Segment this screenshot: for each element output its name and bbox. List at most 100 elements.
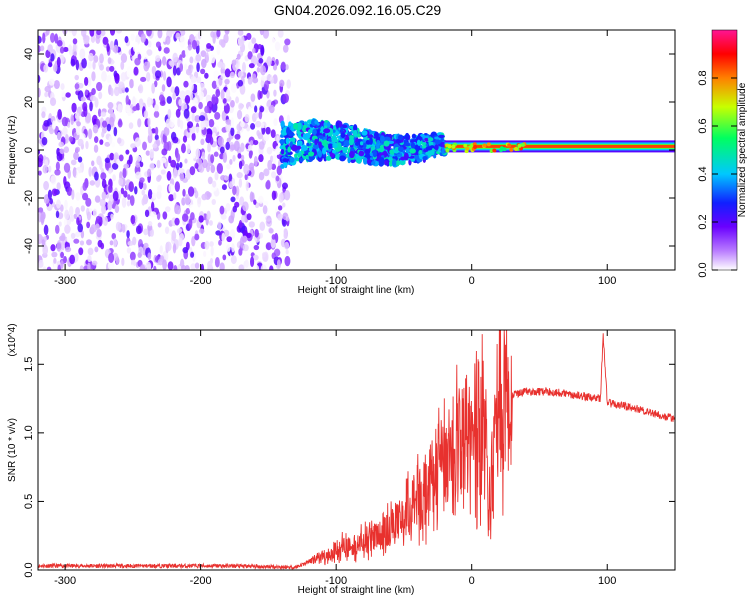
- spectrogram-cell: [87, 262, 91, 270]
- spectrogram-cell: [194, 115, 201, 123]
- spectrogram-cell: [392, 158, 397, 167]
- spectrogram-cell: [260, 122, 265, 129]
- spectrogram-cell: [208, 220, 213, 226]
- spectrogram-cell: [86, 239, 92, 246]
- spectrogram-cell: [68, 136, 73, 142]
- spectrogram-cell: [100, 30, 106, 37]
- spectrogram-cell: [38, 74, 41, 84]
- spectrogram-cell: [248, 221, 255, 228]
- spectrogram-cell: [118, 154, 124, 162]
- spectrogram-cell: [249, 256, 255, 268]
- spectrogram-cell: [56, 39, 63, 47]
- spectrogram-cell: [88, 128, 93, 140]
- spectrogram-cell: [247, 51, 253, 60]
- spectrogram-cell: [178, 98, 183, 107]
- spectrogram-cell: [38, 35, 42, 44]
- spectrogram-cell: [59, 204, 64, 212]
- spectrogram-cell: [53, 62, 58, 72]
- spectrogram-cell: [273, 89, 277, 97]
- spectrogram-cell: [190, 106, 197, 114]
- snr-frame: [37, 329, 676, 571]
- spectrogram-cell: [269, 265, 274, 270]
- spectrogram-cell: [57, 109, 62, 120]
- spectrogram-cell: [70, 159, 77, 166]
- spectrogram-cell: [142, 141, 148, 151]
- spectrogram-cell: [280, 61, 286, 71]
- spectrogram-cell: [258, 171, 265, 181]
- spectrogram-cell: [216, 44, 221, 55]
- spectrogram-cell: [206, 42, 212, 49]
- spectrogram-cell: [218, 76, 223, 86]
- spectrogram-cell: [404, 132, 410, 141]
- spectrogram-cell: [212, 33, 216, 44]
- spectrogram-cell: [224, 30, 230, 35]
- spectrogram-cell: [205, 52, 209, 63]
- spectrogram-cell: [183, 80, 189, 88]
- spectrogram-cell: [302, 133, 307, 140]
- spectrogram-cell: [49, 97, 57, 107]
- spectrogram-cell: [165, 206, 171, 213]
- spectrogram-cell: [123, 163, 130, 169]
- spectrogram-cell: [82, 101, 88, 112]
- spectrogram-cell: [88, 52, 94, 62]
- spectrogram-carrier-band: [444, 144, 675, 148]
- spectrogram-cell: [191, 113, 195, 122]
- spectrogram-cell: [398, 146, 404, 152]
- spectrogram-cell: [58, 141, 64, 148]
- spectrogram-x-tick-label: 100: [598, 275, 616, 287]
- spectrogram-cell: [40, 213, 45, 224]
- spectrogram-cell: [175, 162, 180, 171]
- spectrogram-cell: [220, 214, 227, 220]
- spectrogram-cell: [179, 90, 186, 101]
- spectrogram-cell: [155, 54, 161, 62]
- spectrogram-cell: [254, 105, 258, 113]
- spectrogram-cell: [253, 244, 260, 251]
- spectrogram-cell: [246, 32, 252, 40]
- spectrogram-cell: [259, 221, 266, 231]
- spectrogram-cell: [139, 104, 144, 111]
- spectrogram-cell: [307, 151, 315, 157]
- spectrogram-cell: [86, 221, 91, 229]
- spectrogram-cell: [98, 91, 103, 100]
- spectrogram-cell: [129, 264, 136, 270]
- spectrogram-cell: [60, 260, 64, 269]
- spectrogram-cell: [211, 94, 217, 105]
- spectrogram-cell: [312, 128, 317, 136]
- spectrogram-cell: [162, 259, 167, 270]
- spectrogram-cell: [44, 85, 51, 93]
- spectrogram-cell: [139, 177, 145, 183]
- spectrogram-cell: [230, 255, 237, 265]
- spectrogram-cell: [146, 96, 152, 108]
- spectrogram-cell: [89, 180, 96, 186]
- spectrogram-cell: [181, 265, 187, 270]
- spectrogram-cell: [282, 158, 289, 163]
- spectrogram-cell: [104, 141, 111, 147]
- spectrogram-cell: [50, 175, 57, 185]
- spectrogram-cell: [107, 200, 113, 211]
- spectrogram-cell: [231, 59, 237, 66]
- spectrogram-cell: [126, 200, 131, 207]
- spectrogram-cell: [113, 126, 118, 137]
- spectrogram-x-tick-label: 0: [469, 275, 475, 287]
- spectrogram-cell: [178, 168, 185, 174]
- spectrogram-cell: [84, 76, 89, 86]
- spectrogram-cell: [162, 35, 167, 42]
- spectrogram-x-tick-label: -300: [54, 275, 76, 287]
- spectrogram-cell: [208, 118, 215, 128]
- spectrogram-cell: [107, 57, 112, 65]
- spectrogram-cell: [414, 154, 420, 160]
- spectrogram-cell: [384, 160, 389, 166]
- snr-y-tick-label: 0.5: [23, 494, 35, 509]
- snr-x-tick-label: -100: [325, 575, 347, 587]
- spectrogram-cell: [266, 179, 271, 190]
- spectrogram-cell: [258, 195, 264, 204]
- spectrogram-cell: [236, 172, 243, 179]
- spectrogram-cell: [111, 232, 116, 240]
- spectrogram-cell: [257, 44, 263, 50]
- spectrogram-cell: [240, 35, 245, 45]
- spectrogram-cell: [134, 186, 138, 195]
- spectrogram-cell: [157, 258, 164, 266]
- spectrogram-cell: [272, 154, 277, 165]
- colorbar: 0.0 0.2 0.4 0.6 0.8 Normalized spectral ampl…: [697, 29, 748, 278]
- spectrogram-cell: [207, 260, 213, 270]
